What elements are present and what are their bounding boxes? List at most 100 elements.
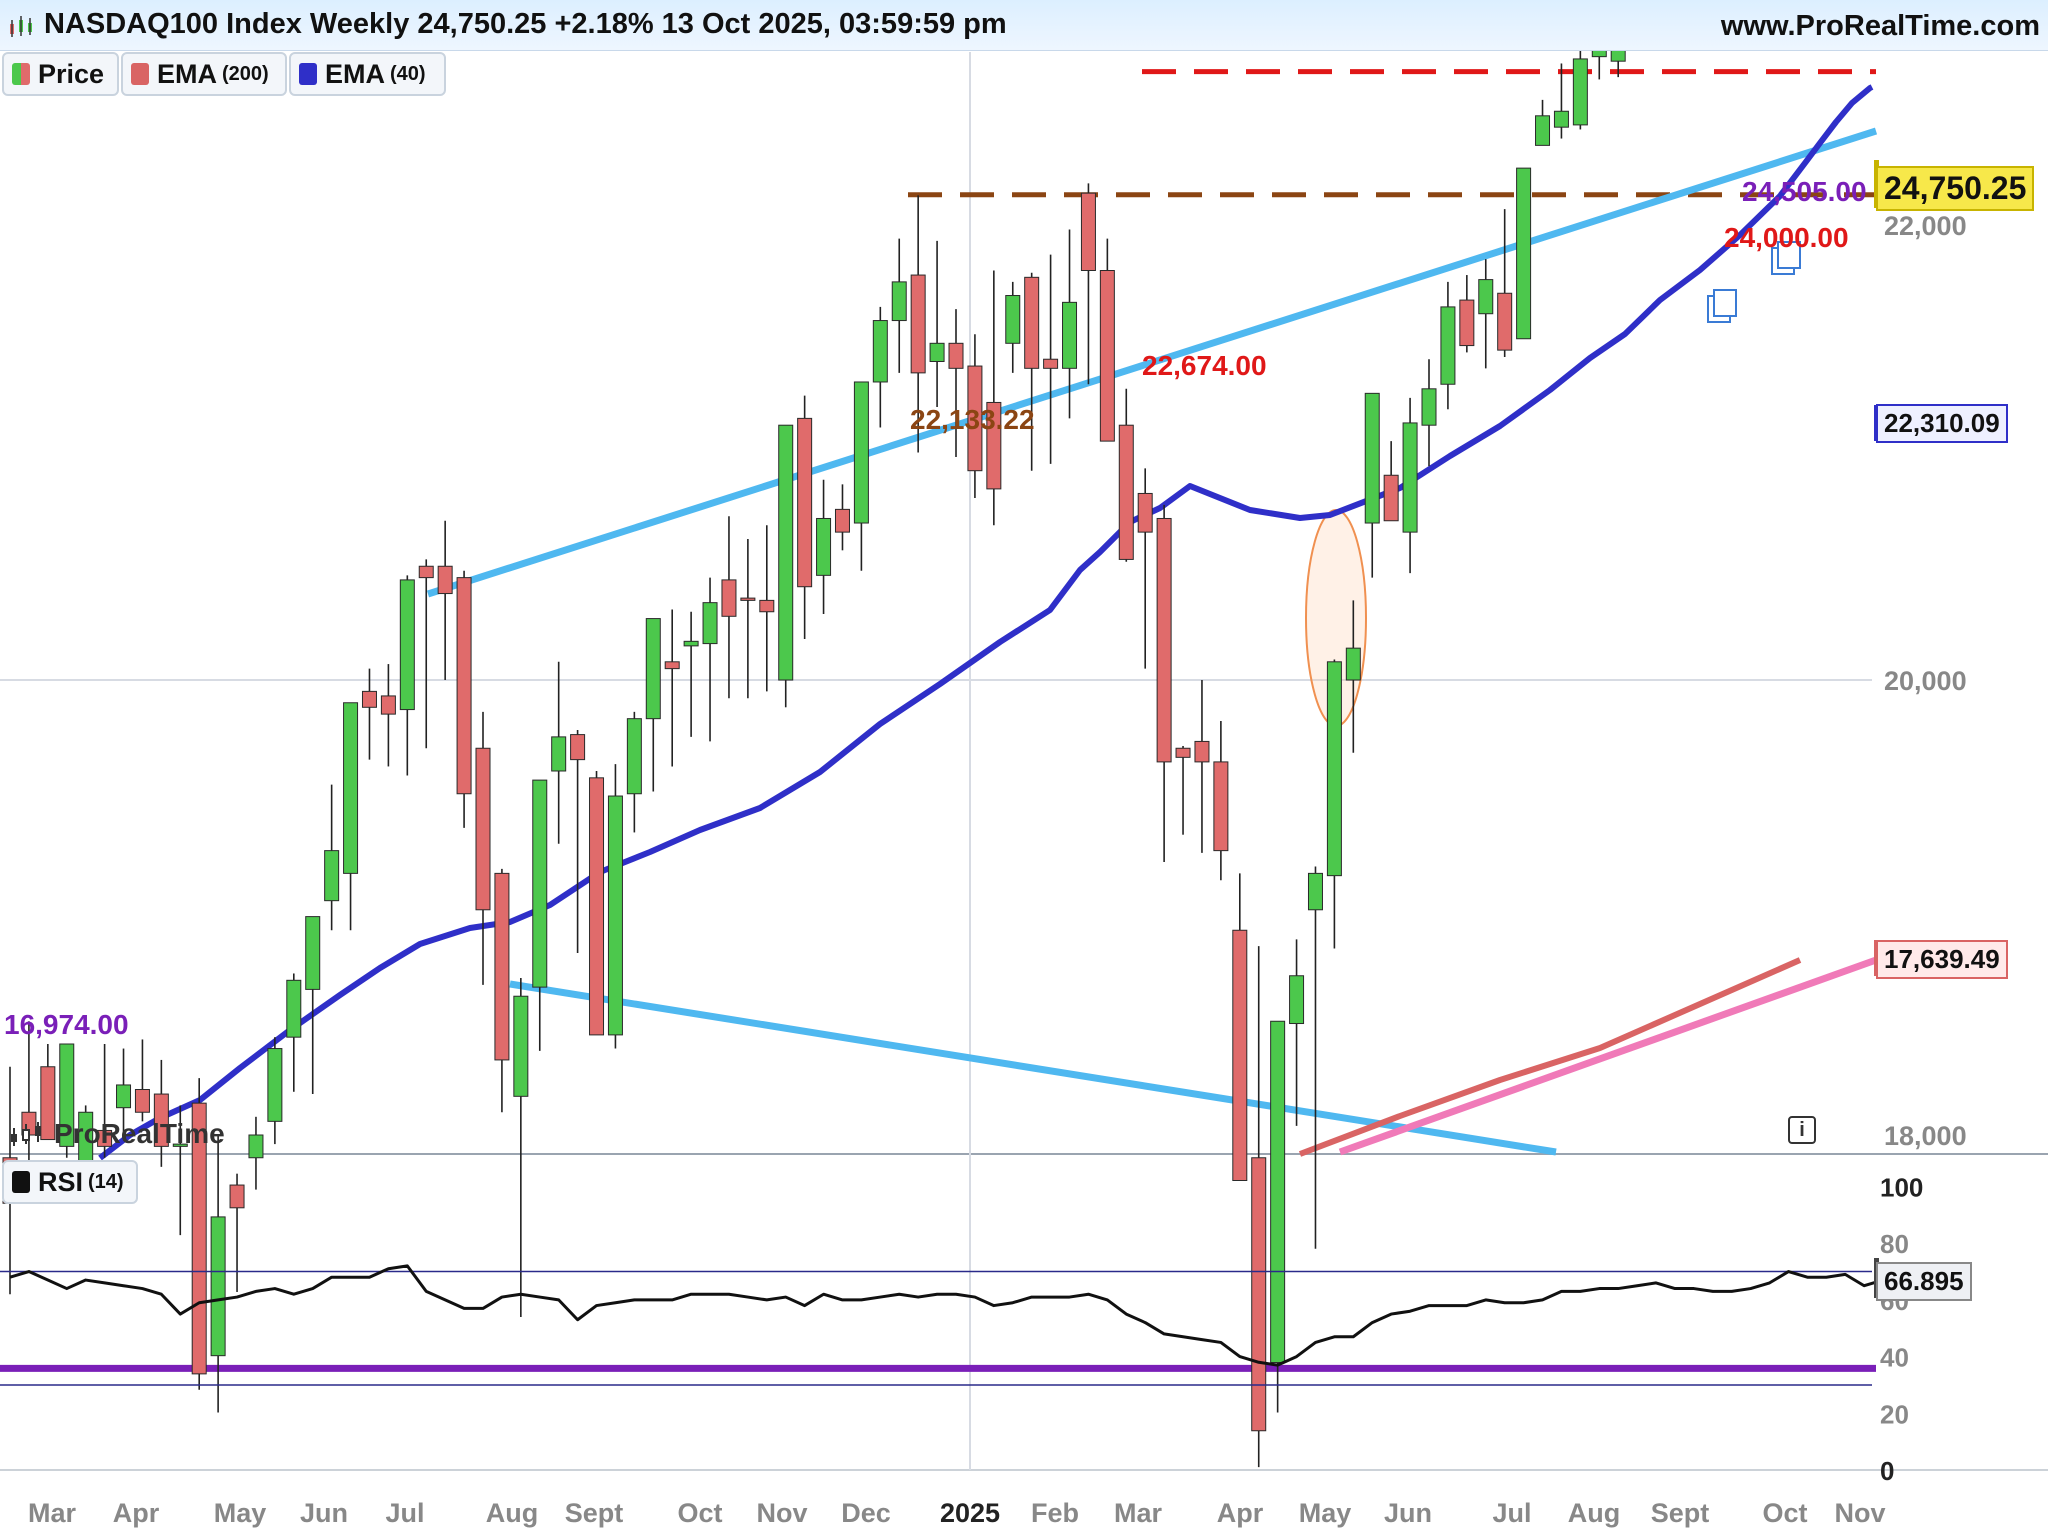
candle-body: [153, 1093, 169, 1147]
candle-body: [721, 579, 737, 617]
candle: [910, 195, 926, 453]
info-icon[interactable]: i: [1788, 1116, 1816, 1144]
candle-body: [475, 747, 491, 911]
candle-body: [1232, 929, 1248, 1181]
candle: [475, 711, 491, 985]
candle: [532, 779, 548, 1051]
candle-body: [532, 779, 548, 988]
candle-body: [1421, 388, 1437, 426]
candle: [134, 1039, 150, 1122]
candle: [97, 1044, 113, 1158]
candle: [551, 661, 567, 844]
candle-body: [1383, 474, 1399, 522]
trendline-layer: [0, 69, 1878, 1372]
candle-body: [778, 424, 794, 681]
candle-body: [380, 695, 396, 715]
candle: [721, 516, 737, 699]
candle: [286, 973, 302, 1092]
rsi-panel-bg: [0, 1156, 2048, 1470]
rsi-tick-label: 100: [1880, 1173, 1923, 1203]
x-tick-label: Aug: [1568, 1498, 1620, 1528]
candle-body: [891, 281, 907, 322]
candle-body: [1270, 1020, 1286, 1363]
candle: [1516, 167, 1532, 340]
candle-body: [910, 274, 926, 374]
candle: [816, 479, 832, 615]
candle: [248, 1116, 264, 1190]
x-tick-label: 2025: [940, 1498, 1000, 1528]
x-tick-label: Sept: [1651, 1498, 1710, 1528]
grid: [0, 52, 1872, 1470]
x-tick-label: Jul: [1492, 1498, 1531, 1528]
candle-body: [1402, 422, 1418, 533]
x-tick-label: Mar: [1114, 1498, 1163, 1528]
candle: [1270, 1020, 1286, 1413]
ema-layer: [98, 84, 1874, 1161]
candle: [116, 1048, 132, 1135]
x-tick-label: Jun: [300, 1498, 348, 1528]
candle: [891, 238, 907, 373]
x-tick-label: Feb: [1031, 1498, 1079, 1528]
candle-body: [248, 1134, 264, 1159]
candle-body: [399, 579, 415, 711]
candle-body: [1535, 115, 1551, 146]
candle-body: [607, 795, 623, 1036]
rsi-swatch-icon: [12, 1171, 30, 1193]
candle-body: [210, 1216, 226, 1357]
candle-body: [1005, 295, 1021, 344]
candle: [1043, 254, 1059, 464]
candle: [1326, 659, 1342, 949]
brand-candles-icon: [11, 1122, 41, 1146]
rsi-value-tag: 66.895: [1876, 1262, 1972, 1301]
candle-body: [134, 1089, 150, 1113]
candle: [1364, 392, 1380, 578]
level-24505-label: 24,505.00: [1742, 176, 1867, 207]
brand-label: ProRealTime: [54, 1118, 225, 1149]
site-link[interactable]: www.ProRealTime.com: [1720, 10, 2040, 42]
x-tick-label: Jul: [385, 1498, 424, 1528]
candle: [380, 664, 396, 767]
candle-body: [683, 640, 699, 647]
candle-body: [551, 736, 567, 772]
note-icon: [1707, 289, 1737, 323]
candle: [1535, 99, 1551, 146]
chart-title: NASDAQ100 Index Weekly 24,750.25 +2.18% …: [44, 8, 1007, 40]
candle: [1497, 209, 1513, 357]
candle: [399, 575, 415, 776]
candle: [948, 309, 964, 458]
chart-background: [0, 52, 2048, 1471]
candle-body: [1364, 392, 1380, 524]
candle: [456, 570, 472, 828]
candle-body: [1080, 192, 1096, 271]
legend-ema40-chip[interactable]: EMA (40): [289, 52, 446, 96]
resistance-level-label: 22,674.00: [1142, 350, 1267, 381]
candle: [513, 978, 529, 1317]
rsi-tick-label: 0: [1880, 1456, 1894, 1486]
candle-body: [1459, 299, 1475, 347]
candle: [1402, 397, 1418, 574]
candle-body: [1099, 270, 1115, 442]
legend-price-chip[interactable]: Price: [2, 52, 119, 96]
legend-rsi-chip[interactable]: RSI (14): [2, 1160, 138, 1204]
candle-body: [343, 702, 359, 874]
candle: [778, 424, 794, 708]
candle: [570, 730, 586, 953]
legend-ema200-chip[interactable]: EMA (200): [121, 52, 287, 96]
ema40-price-tag: 22,310.09: [1876, 404, 2008, 443]
candle: [683, 611, 699, 737]
candle-body: [740, 597, 756, 601]
candle-body: [1497, 292, 1513, 351]
price-panel-bg: [0, 52, 2048, 1154]
candle-body: [513, 995, 529, 1097]
legend-rsi-label: RSI: [38, 1166, 84, 1197]
candle-body: [1251, 1157, 1267, 1432]
candle: [172, 1105, 188, 1236]
brand-watermark: ProRealTime: [8, 1118, 225, 1150]
candle-body: [1326, 661, 1342, 877]
candle: [702, 577, 718, 742]
ema200-line: [1298, 957, 1802, 1157]
x-tick-label: Oct: [677, 1498, 722, 1528]
legend-ema200-label: EMA: [157, 58, 217, 89]
candle-body: [1440, 306, 1456, 385]
